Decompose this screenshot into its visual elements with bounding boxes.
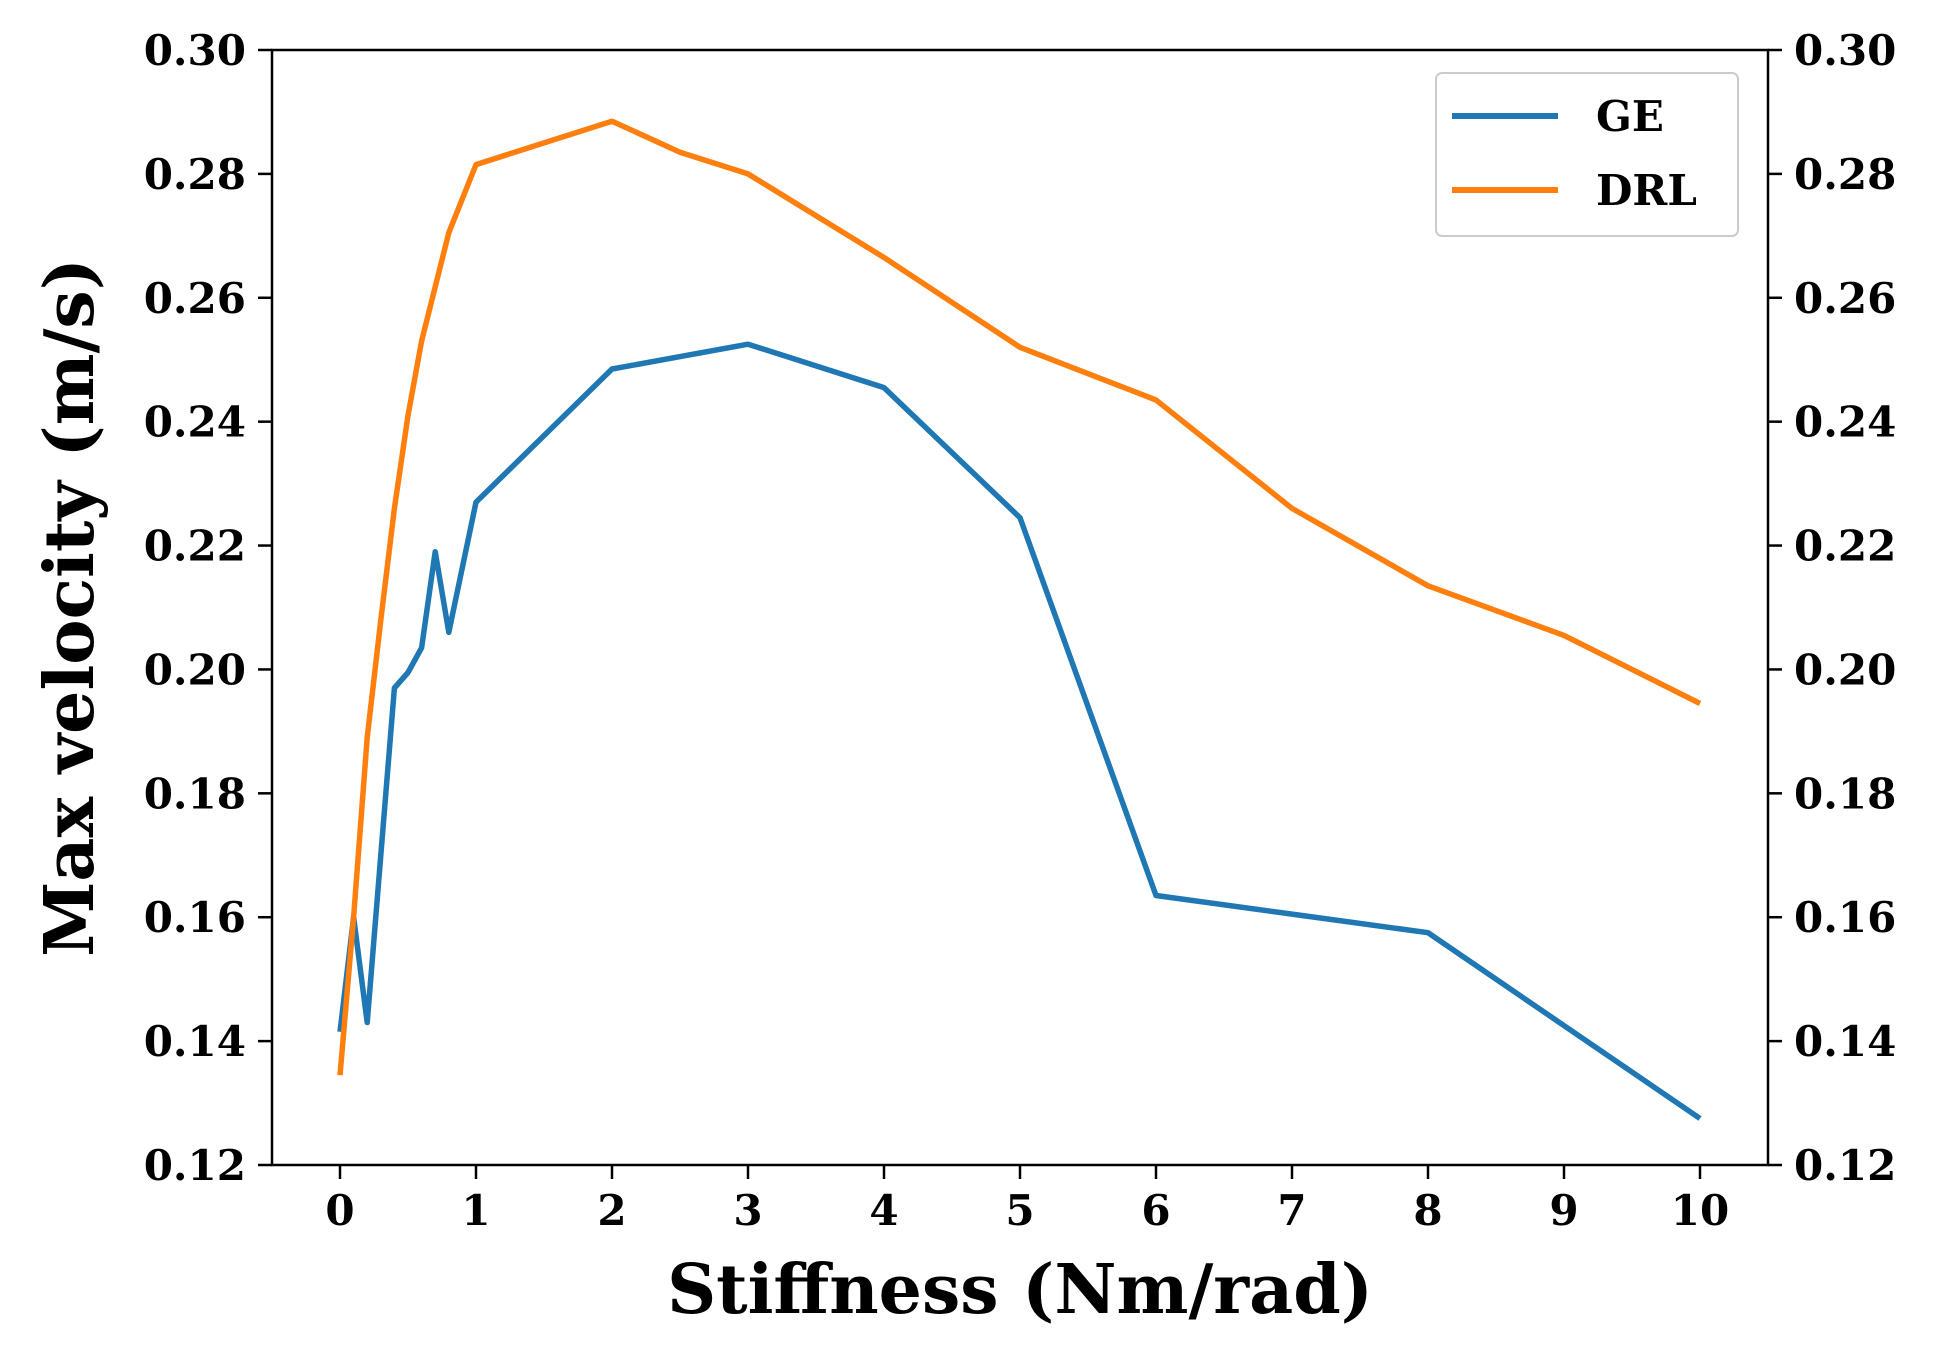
x-tick-label: 7 — [1277, 1186, 1306, 1235]
y-tick-label: 0.26 — [144, 274, 246, 323]
legend: GE DRL — [1435, 72, 1739, 237]
series-line-drl — [337, 118, 1702, 1076]
legend-items: GE DRL — [1452, 92, 1697, 215]
x-axis-title: Stiffness (Nm/rad) — [667, 1250, 1373, 1330]
right-y-tick-label: 0.20 — [1794, 645, 1896, 694]
y-tick-label: 0.28 — [144, 150, 246, 199]
y-axis-title: Max velocity (m/s) — [30, 258, 110, 957]
x-tick-label: 4 — [869, 1186, 898, 1235]
right-y-tick-label: 0.26 — [1794, 274, 1896, 323]
y-tick-label: 0.20 — [144, 645, 246, 694]
right-y-tick-label: 0.14 — [1794, 1017, 1896, 1066]
x-tick-label: 6 — [1141, 1186, 1170, 1235]
right-y-tick-label: 0.24 — [1794, 398, 1896, 447]
y-tick-label: 0.22 — [144, 522, 246, 571]
series-line-ge — [337, 341, 1702, 1121]
y-tick-label: 0.14 — [144, 1017, 246, 1066]
ticks-layer: 0 1 2 3 4 5 6 7 8 9 10 0.12 0.14 0.16 0.18 0.20 0.22 0.24… — [144, 26, 1897, 1235]
right-y-tick-label: 0.16 — [1794, 893, 1896, 942]
y-tick-label: 0.16 — [144, 893, 246, 942]
legend-label-drl: DRL — [1596, 166, 1697, 215]
x-tick-label: 5 — [1005, 1186, 1034, 1235]
right-y-tick-label: 0.30 — [1794, 26, 1896, 75]
right-y-tick-label: 0.22 — [1794, 522, 1896, 571]
x-tick-label: 1 — [461, 1186, 490, 1235]
legend-label-ge: GE — [1596, 92, 1664, 141]
x-tick-label: 8 — [1413, 1186, 1442, 1235]
x-tick-label: 2 — [597, 1186, 626, 1235]
y-tick-label: 0.18 — [144, 769, 246, 818]
y-tick-label: 0.12 — [144, 1141, 246, 1190]
x-tick-label: 3 — [733, 1186, 762, 1235]
x-tick-label: 10 — [1671, 1186, 1729, 1235]
right-y-tick-label: 0.28 — [1794, 150, 1896, 199]
y-tick-label: 0.30 — [144, 26, 246, 75]
y-tick-label: 0.24 — [144, 398, 246, 447]
right-y-tick-label: 0.12 — [1794, 1141, 1896, 1190]
x-tick-label: 0 — [325, 1186, 354, 1235]
series-layer — [337, 118, 1702, 1121]
right-y-tick-label: 0.18 — [1794, 769, 1896, 818]
x-tick-label: 9 — [1549, 1186, 1578, 1235]
